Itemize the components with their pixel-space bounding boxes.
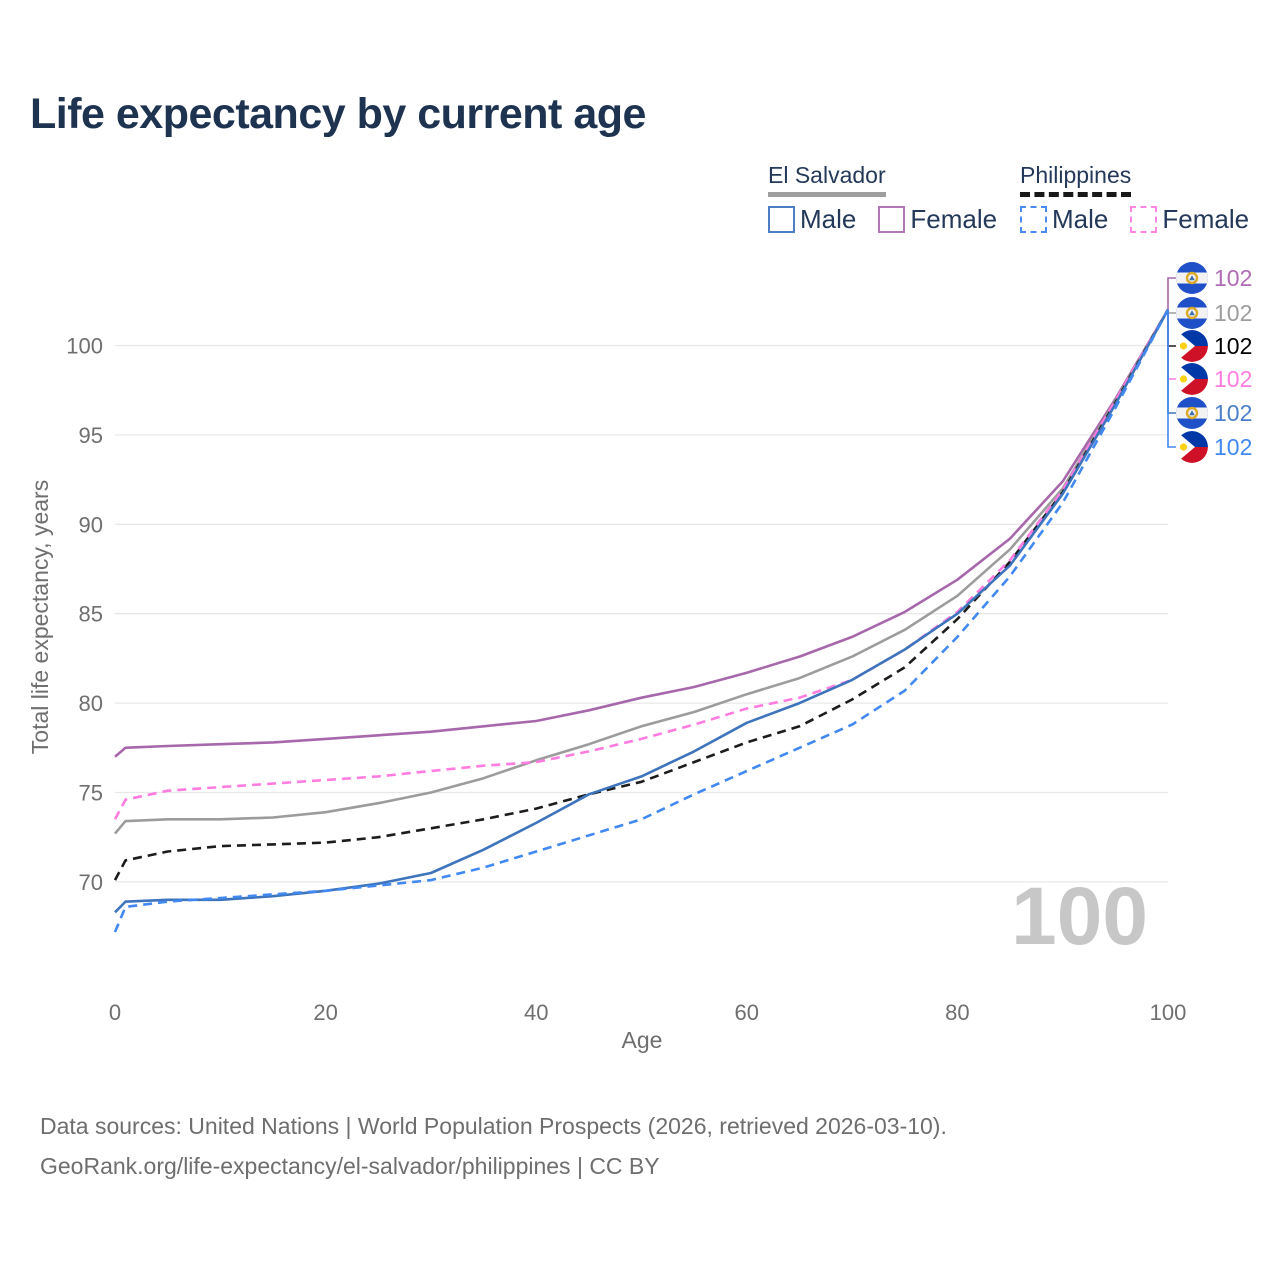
x-tick-label: 100 (1150, 1000, 1187, 1025)
flag-icon-el-salvador (1176, 297, 1208, 329)
label-leader-line (1167, 277, 1176, 310)
male-solid-swatch (768, 206, 795, 233)
footer-line-1: Data sources: United Nations | World Pop… (40, 1113, 947, 1139)
series-line-ph-female[interactable] (113, 309, 1170, 820)
series-line-es-all[interactable] (114, 309, 1170, 835)
label-leader-line (1167, 309, 1176, 448)
y-tick-label: 80 (79, 691, 103, 716)
x-tick-label: 0 (109, 1000, 121, 1025)
label-leader-line (1167, 309, 1176, 380)
y-tick-label: 70 (79, 870, 103, 895)
label-leader-line (1167, 309, 1176, 414)
legend-item-label: Female (1162, 204, 1250, 234)
legend-item-label: Male (800, 204, 857, 234)
x-tick-label: 80 (945, 1000, 969, 1025)
y-tick-label: 95 (79, 423, 103, 448)
legend-item-label: Female (910, 204, 998, 234)
label-leader-line (1167, 309, 1176, 314)
end-value-label: 102 (1214, 333, 1252, 359)
end-value-label: 102 (1214, 366, 1252, 392)
female-dashed-swatch (1130, 206, 1158, 233)
legend-item-philippines-female[interactable]: Female (1130, 204, 1249, 235)
legend-group-el-salvador: El Salvador Male Female (768, 162, 997, 235)
series-line-es-male[interactable] (114, 309, 1170, 914)
series-line-ph-male[interactable] (113, 309, 1170, 933)
x-axis-title: Age (622, 1027, 663, 1053)
series-line-es-female[interactable] (114, 309, 1170, 758)
legend-item-el-salvador-male[interactable]: Male (768, 204, 856, 235)
flag-icon-philippines (1176, 431, 1208, 463)
x-tick-label: 20 (313, 1000, 337, 1025)
flag-icon-el-salvador (1176, 397, 1208, 429)
y-axis-title: Total life expectancy, years (27, 480, 53, 754)
end-value-label: 102 (1214, 265, 1252, 291)
series-line-ph-all[interactable] (113, 309, 1170, 881)
flag-icon-philippines (1176, 363, 1208, 395)
flag-icon-el-salvador (1176, 262, 1208, 294)
legend-item-label: Male (1052, 204, 1109, 234)
age-watermark: 100 (1011, 871, 1148, 962)
y-tick-label: 100 (66, 334, 103, 359)
end-value-label: 102 (1214, 300, 1252, 326)
y-tick-label: 90 (79, 512, 103, 537)
legend-item-philippines-male[interactable]: Male (1020, 204, 1108, 235)
footer-line-2: GeoRank.org/life-expectancy/el-salvador/… (40, 1153, 660, 1179)
data-sources-footer: Data sources: United Nations | World Pop… (40, 1106, 947, 1186)
y-tick-label: 75 (79, 781, 103, 806)
label-leader-line (1167, 309, 1176, 347)
legend: El Salvador Male Female Philippines Male (0, 162, 1280, 242)
end-value-label: 102 (1214, 400, 1252, 426)
legend-item-el-salvador-female[interactable]: Female (878, 204, 997, 235)
legend-group-title-philippines: Philippines (1020, 162, 1132, 197)
male-dashed-swatch (1020, 206, 1047, 233)
female-solid-swatch (878, 206, 906, 233)
end-value-label: 102 (1214, 434, 1252, 460)
legend-group-philippines: Philippines Male Female (1020, 162, 1249, 235)
legend-group-title-el-salvador: El Salvador (768, 162, 886, 197)
x-tick-label: 40 (524, 1000, 548, 1025)
page-title: Life expectancy by current age (30, 90, 646, 138)
x-tick-label: 60 (735, 1000, 759, 1025)
flag-icon-philippines (1176, 330, 1208, 362)
y-tick-label: 85 (79, 602, 103, 627)
